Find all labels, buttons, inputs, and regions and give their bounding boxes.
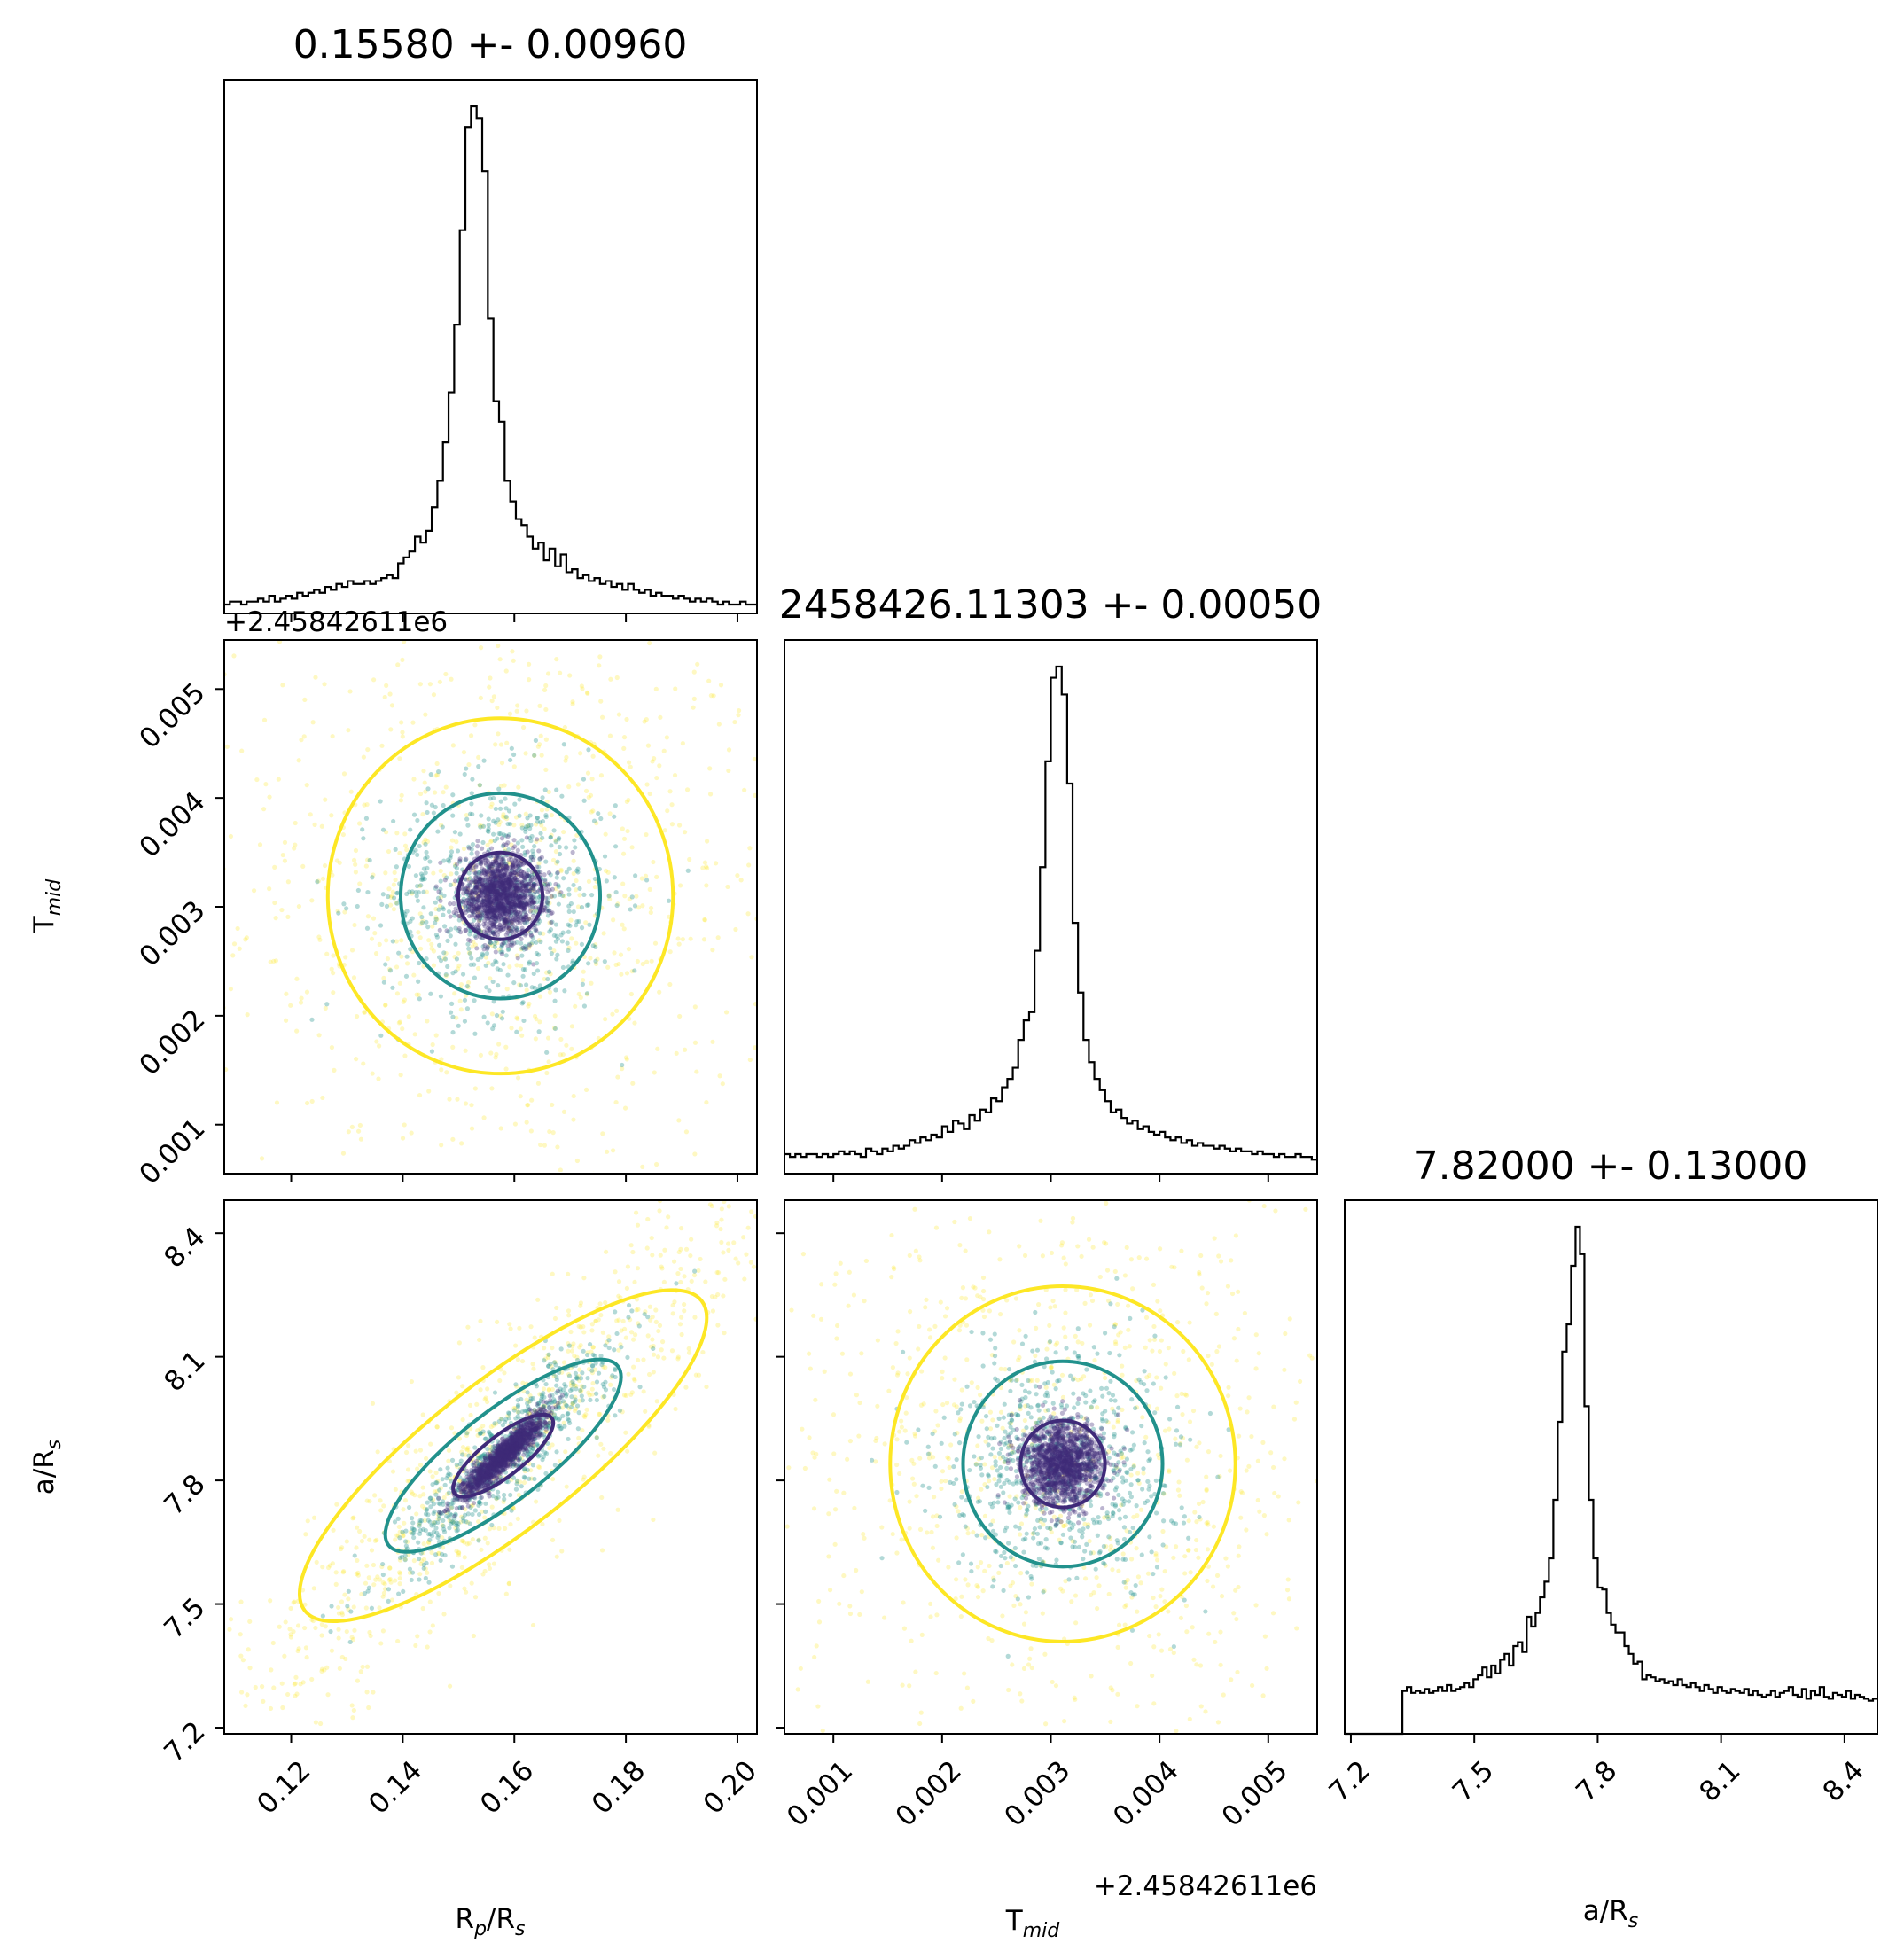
contour-3-sigma — [888, 1284, 1237, 1643]
scatter-points-mid — [869, 1276, 1231, 1659]
title-rprs: 0.15580 +- 0.00960 — [293, 22, 688, 67]
ytick-label-tmid: 0.005 — [133, 676, 211, 754]
xtick-label-rprs: 0.20 — [698, 1755, 763, 1821]
scatter-points-outer — [224, 640, 757, 1172]
hist-line-ars — [1345, 1225, 1877, 1736]
hist-frame-rprs — [223, 79, 758, 614]
hist-line-rprs — [224, 105, 757, 606]
xtick-label-tmid: 0.004 — [1107, 1755, 1185, 1833]
xtick-label-tmid: 0.005 — [1216, 1755, 1294, 1833]
xtick-label-ars: 7.8 — [1570, 1755, 1623, 1808]
xtick-label-ars: 8.4 — [1817, 1755, 1870, 1808]
xlabel-rprs: Rp/Rs — [456, 1903, 526, 1940]
title-ars: 7.82000 +- 0.13000 — [1414, 1143, 1808, 1189]
xtick-label-ars: 7.2 — [1323, 1755, 1377, 1808]
xtick-label-rprs: 0.12 — [251, 1755, 316, 1821]
hist-panel-rprs — [223, 79, 758, 614]
hist-panel-ars — [1344, 1199, 1878, 1736]
ytick-label-tmid: 0.003 — [133, 894, 211, 972]
hist-line-tmid — [784, 665, 1317, 1161]
scatter-panel-rprs-ars — [224, 1200, 757, 1727]
ytick-label-tmid: 0.004 — [133, 785, 211, 863]
xtick-label-tmid: 0.001 — [781, 1755, 859, 1833]
contour-3-sigma — [298, 1288, 709, 1624]
contour-1-sigma — [1018, 1418, 1107, 1510]
xtick-label-rprs: 0.16 — [474, 1755, 540, 1821]
scatter-panel-tmid-ars — [784, 1200, 1317, 1734]
offset-tmid-x: +2.45842611e6 — [1094, 1870, 1317, 1902]
xtick-label-tmid: 0.003 — [998, 1755, 1076, 1833]
scatter-points-core — [436, 1388, 566, 1519]
offset-tmid-y: +2.45842611e6 — [224, 606, 448, 638]
title-tmid: 2458426.11303 +- 0.00050 — [779, 582, 1323, 628]
xlabel-tmid: Tmid — [1005, 1905, 1060, 1942]
contour-2-sigma — [383, 1357, 623, 1554]
contour-1-sigma — [456, 850, 545, 941]
scatter-panel-rprs-tmid — [224, 640, 757, 1172]
ytick-label-ars: 7.5 — [158, 1592, 211, 1645]
ytick-label-ars: 8.1 — [158, 1345, 211, 1398]
contour-2-sigma — [961, 1359, 1165, 1569]
xtick-label-ars: 7.5 — [1447, 1755, 1500, 1808]
contour-1-sigma — [451, 1412, 556, 1499]
ytick-label-ars: 7.2 — [158, 1715, 211, 1768]
ytick-label-tmid: 0.002 — [133, 1003, 211, 1081]
scatter-frame-rprs-ars — [223, 1199, 758, 1735]
ytick-label-ars: 7.8 — [158, 1468, 211, 1521]
ylabel-tmid: Tmid — [28, 878, 66, 933]
panel-layer: 0.12 0.14 0.16 0.18 0.20 0.001 0.002 0.003 0.004… — [133, 79, 1878, 1833]
ytick-label-tmid: 0.001 — [133, 1112, 211, 1190]
xtick-label-tmid: 0.002 — [890, 1755, 968, 1833]
xtick-label-rprs: 0.18 — [586, 1755, 652, 1821]
ylabel-ars: a/Rs — [28, 1440, 66, 1495]
contour-2-sigma — [399, 791, 603, 1001]
xtick-label-rprs: 0.14 — [363, 1755, 428, 1821]
ytick-label-ars: 8.4 — [158, 1221, 211, 1274]
contour-3-sigma — [325, 716, 675, 1076]
hist-panel-tmid — [784, 639, 1318, 1175]
xlabel-ars: a/Rs — [1583, 1895, 1638, 1932]
xtick-label-ars: 8.1 — [1693, 1755, 1746, 1808]
hist-frame-ars — [1344, 1199, 1878, 1735]
scatter-points-outer — [784, 1200, 1317, 1734]
